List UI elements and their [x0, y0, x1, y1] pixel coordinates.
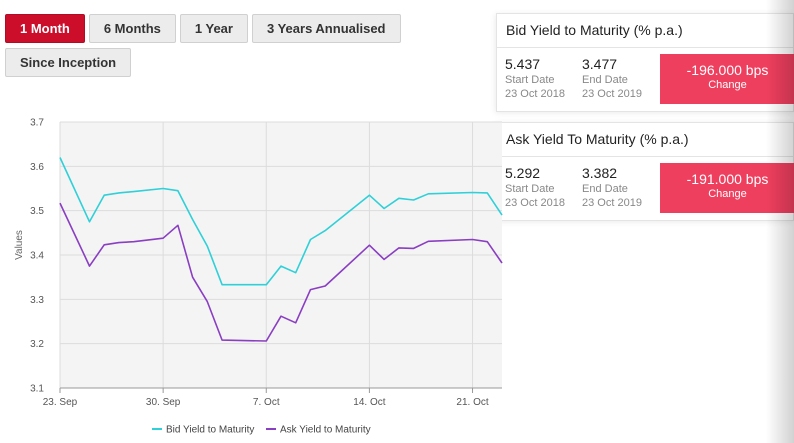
period-3-years-button[interactable]: 3 Years Annualised	[251, 14, 401, 43]
ask-start-label: Start Date	[505, 183, 555, 195]
legend-label: Bid Yield to Maturity	[166, 425, 254, 436]
ask-change-value: -191.000 bps	[686, 171, 769, 187]
y-tick-label: 3.5	[30, 206, 44, 217]
y-tick-label: 3.2	[30, 339, 44, 350]
x-tick-label: 23. Sep	[43, 397, 78, 408]
x-axis: 23. Sep 30. Sep 7. Oct 14. Oct 21. Oct	[43, 387, 502, 408]
bid-yield-card: Bid Yield to Maturity (% p.a.) 5.437 Sta…	[496, 13, 794, 112]
ask-change-label: Change	[708, 188, 747, 200]
ask-yield-line[interactable]	[59, 202, 503, 342]
y-axis-title: Values	[14, 230, 25, 260]
legend[interactable]: Bid Yield to Maturity Ask Yield to Maturi…	[152, 425, 371, 436]
bid-yield-line[interactable]	[59, 157, 503, 286]
ask-start-date: 23 Oct 2018	[505, 197, 565, 209]
y-tick-label: 3.6	[30, 162, 44, 173]
bid-change-label: Change	[708, 79, 747, 91]
x-tick-label: 14. Oct	[353, 397, 385, 408]
bid-end-date: 23 Oct 2019	[582, 88, 642, 100]
y-tick-label: 3.7	[30, 118, 44, 129]
bid-change-value: -196.000 bps	[686, 62, 769, 78]
bid-end-label: End Date	[582, 74, 628, 86]
bid-start-label: Start Date	[505, 74, 555, 86]
ask-start-value: 5.292	[505, 165, 541, 181]
y-axis: 3.1 3.2 3.3 3.4 3.5 3.6 3.7	[30, 118, 44, 395]
ask-end-value: 3.382	[582, 165, 618, 181]
legend-item-ask[interactable]: Ask Yield to Maturity	[266, 425, 371, 436]
bid-start-date: 23 Oct 2018	[505, 88, 565, 100]
x-tick-label: 30. Sep	[146, 397, 181, 408]
bid-end-value: 3.477	[582, 56, 618, 72]
x-tick-label: 7. Oct	[253, 397, 280, 408]
period-1-year-button[interactable]: 1 Year	[179, 14, 248, 43]
bid-start-value: 5.437	[505, 56, 541, 72]
y-tick-label: 3.4	[30, 251, 44, 262]
grid-lines	[59, 121, 502, 389]
period-since-inception-button[interactable]: Since Inception	[5, 48, 132, 77]
period-selector: 1 Month 6 Months 1 Year 3 Years Annualis…	[5, 14, 401, 43]
series-group[interactable]	[59, 157, 503, 342]
bid-change-box: -196.000 bps Change	[660, 54, 794, 104]
period-6-months-button[interactable]: 6 Months	[88, 14, 176, 43]
ask-end-stat: 3.382 End Date 23 Oct 2019	[582, 165, 642, 209]
ask-end-label: End Date	[582, 183, 628, 195]
ask-end-date: 23 Oct 2019	[582, 197, 642, 209]
legend-item-bid[interactable]: Bid Yield to Maturity	[152, 425, 254, 436]
ask-card-title: Ask Yield To Maturity (% p.a.)	[497, 123, 793, 157]
legend-label: Ask Yield to Maturity	[280, 425, 371, 436]
x-tick-label: 21. Oct	[456, 397, 488, 408]
ask-yield-card: Ask Yield To Maturity (% p.a.) 5.292 Sta…	[496, 122, 794, 221]
period-selector-row-2: Since Inception	[5, 48, 132, 77]
ask-start-stat: 5.292 Start Date 23 Oct 2018	[505, 165, 565, 209]
y-tick-label: 3.3	[30, 295, 44, 306]
bid-end-stat: 3.477 End Date 23 Oct 2019	[582, 56, 642, 100]
ask-change-box: -191.000 bps Change	[660, 163, 794, 213]
y-tick-label: 3.1	[30, 384, 44, 395]
bid-card-title: Bid Yield to Maturity (% p.a.)	[497, 14, 793, 48]
period-1-month-button[interactable]: 1 Month	[5, 14, 85, 43]
yield-chart: 3.1 3.2 3.3 3.4 3.5 3.6 3.7 23. Sep 30. Sep 7. O…	[14, 118, 503, 436]
bid-start-stat: 5.437 Start Date 23 Oct 2018	[505, 56, 565, 100]
